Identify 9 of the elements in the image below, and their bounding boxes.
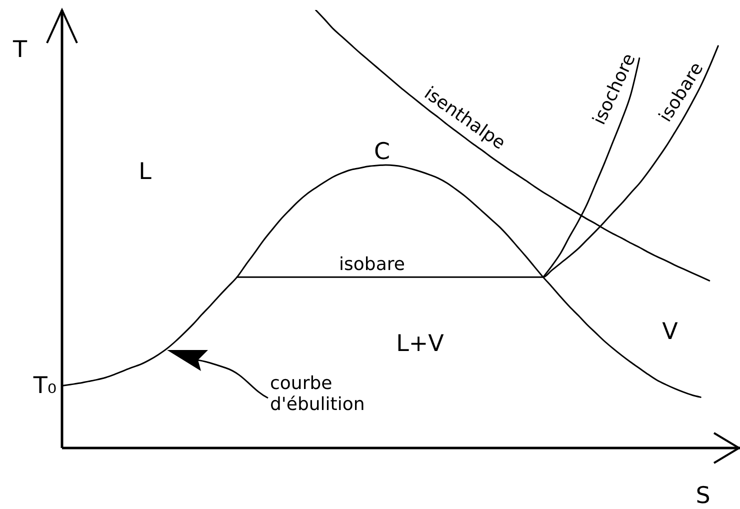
annotation: V: [662, 319, 678, 345]
annotation: L: [138, 159, 152, 185]
annotation: L+V: [396, 331, 444, 357]
annotation: courbe d'ébulition: [270, 373, 365, 415]
series-label: isobare: [339, 254, 405, 274]
x-axis-title: S: [696, 483, 710, 509]
y-axis-title: T: [12, 37, 28, 63]
annotation: C: [374, 139, 390, 165]
text: T₀: [32, 373, 57, 399]
